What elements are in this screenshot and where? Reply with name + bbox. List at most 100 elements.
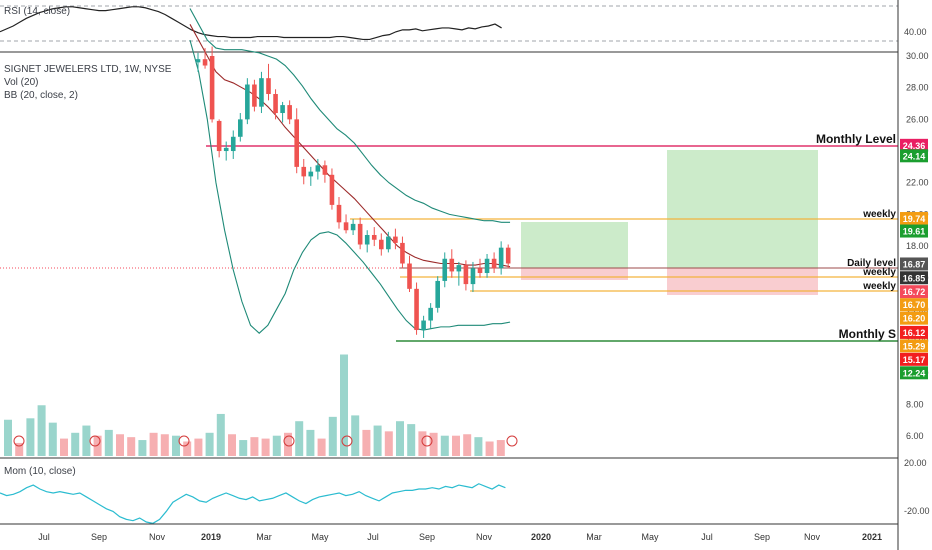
volume-bar — [4, 419, 12, 456]
time-axis-label: Nov — [804, 532, 821, 542]
price-badge-label: 19.74 — [903, 214, 926, 224]
volume-bar — [429, 432, 438, 456]
position-1-profit-zone[interactable] — [521, 222, 628, 268]
weekly-level-label-1: weekly — [862, 209, 896, 220]
time-axis-label: May — [311, 532, 329, 542]
price-badge — [900, 285, 928, 299]
price-badge-label: 16.12 — [903, 328, 926, 338]
candle-body — [491, 258, 497, 269]
bollinger-upper-band — [189, 8, 511, 223]
rsi-line — [0, 6, 502, 41]
price-badge — [900, 257, 928, 271]
price-tick-label: 6.00 — [906, 431, 924, 441]
earnings-marker-icon[interactable] — [13, 435, 25, 447]
candle-body — [216, 120, 222, 152]
candle-body — [223, 147, 229, 152]
volume-bar — [295, 421, 304, 456]
candle-body — [414, 288, 419, 331]
time-axis-label: May — [641, 532, 659, 542]
symbol-title[interactable]: SIGNET JEWELERS LTD, 1W, NYSE — [4, 64, 172, 75]
candle-body — [287, 105, 292, 120]
price-tick-label: 28.00 — [906, 83, 929, 93]
volume-bar — [216, 413, 225, 456]
candle-body — [301, 166, 307, 177]
rsi-pane: 40.00 — [0, 5, 927, 42]
volume-bar — [396, 421, 404, 456]
time-axis-label: Mar — [256, 532, 272, 542]
earnings-marker-icon[interactable] — [341, 435, 353, 447]
price-tick-label: 30.00 — [906, 51, 929, 61]
candle-body — [505, 247, 511, 264]
candle-body — [364, 234, 370, 245]
price-tick-label: 22.00 — [906, 178, 929, 188]
weekly-level-label-2: weekly — [862, 267, 896, 278]
volume-indicator-title[interactable]: Vol (20) — [4, 77, 39, 88]
price-badge-label: 19.61 — [903, 227, 926, 237]
volume-bar — [261, 438, 270, 456]
candle-body — [294, 119, 299, 167]
candle-body — [266, 78, 271, 95]
earnings-marker-icon[interactable] — [178, 435, 190, 447]
earnings-marker-icon[interactable] — [89, 435, 101, 447]
earnings-marker-icon[interactable] — [421, 435, 433, 447]
price-badge-label: 24.36 — [903, 141, 926, 151]
volume-bar — [149, 432, 158, 456]
price-badge-label: 24.14 — [903, 151, 926, 161]
candle-body — [350, 223, 356, 231]
earnings-marker-icon[interactable] — [506, 435, 518, 447]
price-tick-label: 8.00 — [906, 399, 924, 409]
candle-body — [449, 258, 455, 272]
candle-body — [343, 222, 349, 231]
price-badge — [900, 138, 928, 152]
volume-bar — [228, 434, 236, 456]
volume-bar — [71, 432, 80, 456]
volume-bar — [362, 429, 371, 456]
price-badge — [900, 224, 928, 238]
rsi-title[interactable]: RSI (14, close) — [4, 6, 71, 17]
volume-bars — [4, 354, 518, 456]
mom-tick-upper: 20.00 — [904, 458, 927, 468]
volume-bar — [239, 440, 248, 456]
price-badge — [900, 339, 928, 353]
time-axis-label: 2020 — [531, 532, 551, 542]
candle-body — [435, 280, 440, 308]
candle-body — [407, 263, 412, 289]
volume-bar — [104, 429, 113, 456]
volume-bar — [194, 438, 203, 456]
volume-bar — [463, 434, 472, 456]
price-badge — [900, 352, 928, 366]
bollinger-bands — [189, 8, 511, 334]
price-badge-label: 16.87 — [903, 259, 926, 269]
monthly-support-label: Monthly S — [839, 327, 896, 341]
position-2-profit-zone[interactable] — [667, 150, 818, 268]
position-1-loss-zone[interactable] — [521, 268, 628, 280]
volume-bar — [116, 434, 124, 456]
candlesticks — [195, 46, 511, 338]
price-badge — [900, 271, 928, 285]
volume-bar — [183, 441, 192, 456]
time-axis-label: 2019 — [201, 532, 221, 542]
candle-body — [238, 119, 243, 137]
momentum-title[interactable]: Mom (10, close) — [4, 466, 76, 477]
price-badge — [900, 366, 928, 380]
price-badge-label: 16.85 — [903, 273, 926, 283]
price-badge — [900, 311, 928, 325]
earnings-marker-icon[interactable] — [283, 435, 295, 447]
candle-body — [252, 84, 257, 107]
volume-bar — [340, 354, 348, 456]
price-badge-label: 15.29 — [903, 341, 926, 351]
time-axis-label: Jul — [367, 532, 379, 542]
price-badge-label: 16.70 — [903, 300, 926, 310]
volume-bar — [317, 438, 326, 456]
bollinger-indicator-title[interactable]: BB (20, close, 2) — [4, 90, 78, 101]
mom-tick-lower: -20.00 — [904, 506, 930, 516]
volume-bar — [26, 418, 35, 456]
momentum-pane: 20.00 -20.00 — [0, 458, 930, 524]
volume-bar — [440, 435, 449, 456]
candle-body — [442, 258, 448, 281]
time-axis-label: Sep — [419, 532, 435, 542]
candle-body — [245, 84, 250, 120]
time-axis: Jul Sep Nov 2019 Mar May Jul Sep Nov 2020 Mar May Ju… — [38, 532, 882, 542]
candle-body — [195, 59, 201, 63]
